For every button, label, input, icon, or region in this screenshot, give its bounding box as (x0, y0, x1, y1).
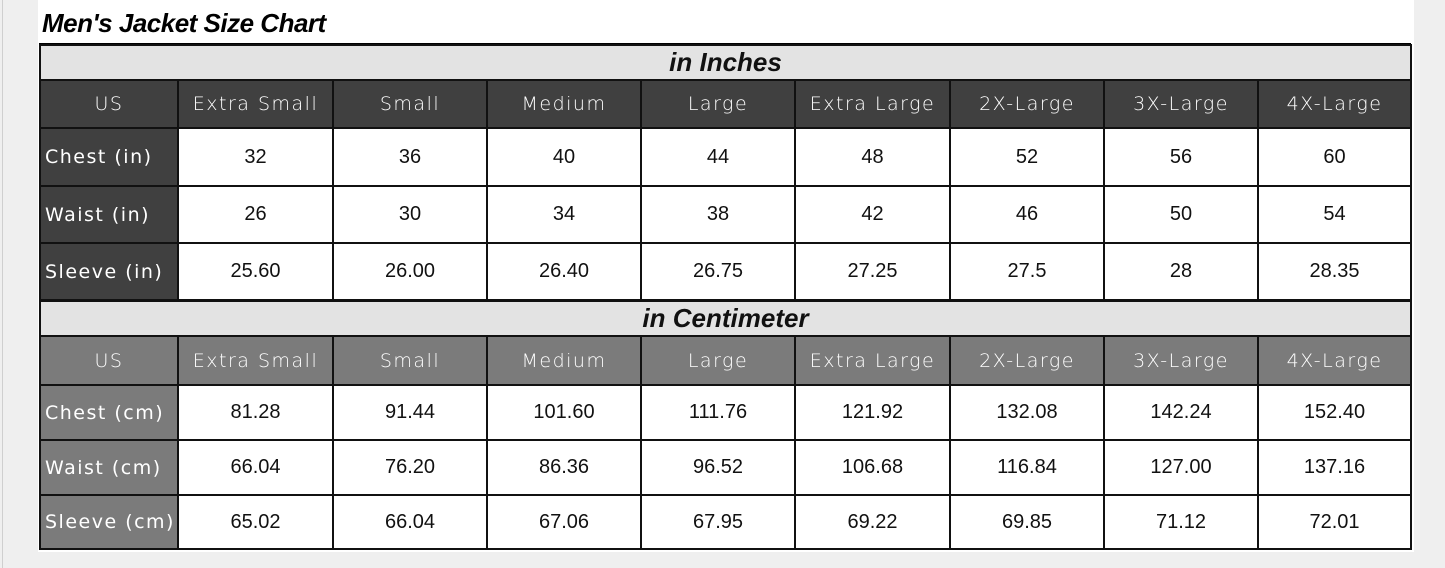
table-cell: 52 (949, 127, 1105, 187)
centimeter-table: in Centimeter US Extra Small Small Medium Lar… (39, 300, 1412, 550)
table-row: Sleeve (in) 25.60 26.00 26.40 26.75 27.25 27.5… (39, 242, 1412, 301)
table-cell: 116.84 (949, 439, 1105, 496)
table-cell: 81.28 (177, 384, 334, 441)
column-header: US (39, 335, 179, 386)
table-cell: 69.22 (794, 494, 951, 550)
column-header: Extra Small (177, 335, 334, 386)
table-cell: 54 (1257, 185, 1412, 244)
column-header: 2X-Large (949, 335, 1105, 386)
column-header: 4X-Large (1257, 335, 1412, 386)
table-cell: 71.12 (1103, 494, 1259, 550)
table-cell: 30 (332, 185, 488, 244)
table-cell: 142.24 (1103, 384, 1259, 441)
table-cell: 38 (640, 185, 796, 244)
column-header: 3X-Large (1103, 79, 1259, 129)
table-cell: 27.25 (794, 242, 951, 301)
table-cell: 32 (177, 127, 334, 187)
table-cell: 50 (1103, 185, 1259, 244)
column-header: Small (332, 335, 488, 386)
column-header: Medium (486, 79, 642, 129)
table-cell: 28.35 (1257, 242, 1412, 301)
table-cell: 137.16 (1257, 439, 1412, 496)
column-header: Extra Large (794, 335, 951, 386)
table-cell: 66.04 (177, 439, 334, 496)
table-cell: 96.52 (640, 439, 796, 496)
table-cell: 86.36 (486, 439, 642, 496)
table-row: Chest (in) 32 36 40 44 48 52 56 60 (39, 127, 1412, 187)
table-row: Chest (cm) 81.28 91.44 101.60 111.76 121.92 13… (39, 384, 1412, 441)
row-label: Sleeve (in) (39, 242, 179, 301)
column-header: 3X-Large (1103, 335, 1259, 386)
column-header: 4X-Large (1257, 79, 1412, 129)
column-header: Extra Small (177, 79, 334, 129)
table-cell: 56 (1103, 127, 1259, 187)
table-cell: 121.92 (794, 384, 951, 441)
row-label: Chest (in) (39, 127, 179, 187)
table-cell: 36 (332, 127, 488, 187)
inches-table: in Inches US Extra Small Small Medium Large Ex… (39, 44, 1412, 301)
table-cell: 132.08 (949, 384, 1105, 441)
table-cell: 65.02 (177, 494, 334, 550)
column-header: US (39, 79, 179, 129)
table-cell: 69.85 (949, 494, 1105, 550)
table-cell: 152.40 (1257, 384, 1412, 441)
table-cell: 72.01 (1257, 494, 1412, 550)
table-cell: 106.68 (794, 439, 951, 496)
column-header: Small (332, 79, 488, 129)
cm-caption: in Centimeter (39, 300, 1412, 337)
page-title: Men's Jacket Size Chart (42, 8, 326, 38)
table-cell: 34 (486, 185, 642, 244)
table-cell: 111.76 (640, 384, 796, 441)
table-cell: 27.5 (949, 242, 1105, 301)
table-cell: 25.60 (177, 242, 334, 301)
column-header: 2X-Large (949, 79, 1105, 129)
table-cell: 91.44 (332, 384, 488, 441)
table-cell: 76.20 (332, 439, 488, 496)
column-header: Medium (486, 335, 642, 386)
title-underline (39, 43, 1411, 45)
table-cell: 26.00 (332, 242, 488, 301)
header-row: US Extra Small Small Medium Large Extra Large… (39, 79, 1412, 129)
table-cell: 40 (486, 127, 642, 187)
row-label: Sleeve (cm) (39, 494, 179, 550)
table-cell: 26 (177, 185, 334, 244)
window-edge (2, 0, 3, 568)
table-row: Sleeve (cm) 65.02 66.04 67.06 67.95 69.22 69.8… (39, 494, 1412, 550)
column-header: Large (640, 79, 796, 129)
table-cell: 101.60 (486, 384, 642, 441)
row-label: Waist (cm) (39, 439, 179, 496)
table-cell: 48 (794, 127, 951, 187)
table-cell: 44 (640, 127, 796, 187)
row-label: Waist (in) (39, 185, 179, 244)
table-row: Waist (cm) 66.04 76.20 86.36 96.52 106.68 116.… (39, 439, 1412, 496)
header-row: US Extra Small Small Medium Large Extra Large… (39, 335, 1412, 386)
table-cell: 66.04 (332, 494, 488, 550)
table-cell: 127.00 (1103, 439, 1259, 496)
table-cell: 26.40 (486, 242, 642, 301)
table-cell: 28 (1103, 242, 1259, 301)
table-cell: 26.75 (640, 242, 796, 301)
inches-caption: in Inches (39, 44, 1412, 81)
size-chart-sheet: Men's Jacket Size Chart in Inches US Extra… (38, 0, 1414, 552)
column-header: Large (640, 335, 796, 386)
table-cell: 67.06 (486, 494, 642, 550)
table-row: Waist (in) 26 30 34 38 42 46 50 54 (39, 185, 1412, 244)
table-cell: 67.95 (640, 494, 796, 550)
table-cell: 46 (949, 185, 1105, 244)
column-header: Extra Large (794, 79, 951, 129)
row-label: Chest (cm) (39, 384, 179, 441)
table-cell: 42 (794, 185, 951, 244)
table-cell: 60 (1257, 127, 1412, 187)
